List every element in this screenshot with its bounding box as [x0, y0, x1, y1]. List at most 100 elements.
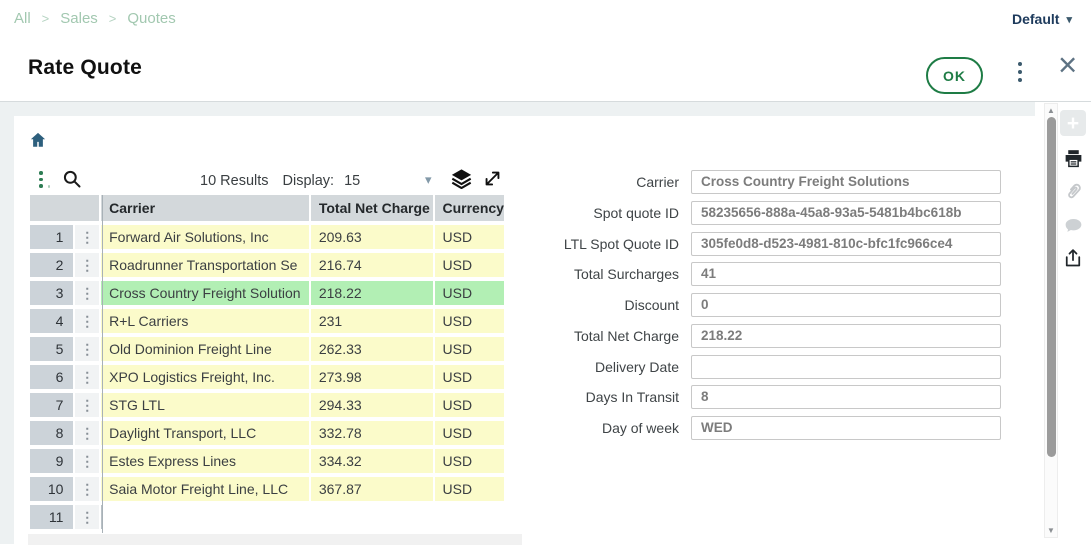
add-button[interactable]: +	[1060, 110, 1086, 136]
currency-cell[interactable]: USD	[434, 477, 504, 501]
total-surcharges-input[interactable]: 41	[691, 262, 1001, 286]
row-menu-button[interactable]: ⋮	[75, 225, 100, 249]
layers-icon[interactable]	[451, 168, 472, 194]
display-count-select[interactable]: 15	[344, 173, 361, 189]
carrier-cell[interactable]: Daylight Transport, LLC	[101, 421, 309, 445]
total-net-charge-cell[interactable]: 273.98	[310, 365, 433, 389]
row-menu-button[interactable]: ⋮	[75, 309, 100, 333]
currency-cell[interactable]: USD	[434, 225, 504, 249]
carrier-cell[interactable]	[101, 505, 309, 529]
currency-cell[interactable]: USD	[434, 365, 504, 389]
carrier-cell[interactable]: STG LTL	[101, 393, 309, 417]
row-menu-button[interactable]: ⋮	[75, 505, 100, 529]
grid-menu-button[interactable]	[37, 171, 50, 188]
scroll-down-icon[interactable]: ▼	[1047, 526, 1055, 535]
breadcrumb-sales[interactable]: Sales	[60, 10, 98, 27]
search-icon[interactable]	[62, 169, 82, 194]
share-upload-icon[interactable]	[1063, 248, 1083, 268]
column-header-currency[interactable]: Currency	[434, 195, 504, 221]
carrier-cell[interactable]: Old Dominion Freight Line	[101, 337, 309, 361]
currency-cell[interactable]: USD	[434, 337, 504, 361]
carrier-cell[interactable]: R+L Carriers	[101, 309, 309, 333]
total-net-charge-input[interactable]: 218.22	[691, 324, 1001, 348]
row-menu-button[interactable]: ⋮	[75, 337, 100, 361]
currency-cell[interactable]: USD	[434, 253, 504, 277]
days-in-transit-input[interactable]: 8	[691, 385, 1001, 409]
column-header-total-net-charge[interactable]: Total Net Charge	[310, 195, 433, 221]
form-field-total-surcharges: Total Surcharges 41	[454, 261, 1014, 287]
row-number-cell[interactable]: 9	[30, 449, 74, 473]
carrier-cell[interactable]: Saia Motor Freight Line, LLC	[101, 477, 309, 501]
row-number-cell[interactable]: 5	[30, 337, 74, 361]
vertical-scrollbar[interactable]: ▲ ▼	[1044, 103, 1058, 538]
close-icon[interactable]: ×	[1058, 46, 1078, 83]
row-menu-button[interactable]: ⋮	[75, 281, 100, 305]
column-header-carrier[interactable]: Carrier	[101, 195, 309, 221]
total-net-charge-cell[interactable]: 216.74	[310, 253, 433, 277]
attachment-paperclip-icon[interactable]	[1062, 181, 1084, 203]
carrier-cell[interactable]: Cross Country Freight Solution	[101, 281, 309, 305]
field-label: Total Surcharges	[573, 266, 679, 282]
row-number-cell[interactable]: 4	[30, 309, 74, 333]
row-number-cell[interactable]: 6	[30, 365, 74, 389]
row-menu-button[interactable]: ⋮	[75, 421, 100, 445]
row-number-cell[interactable]: 1	[30, 225, 74, 249]
breadcrumb-all[interactable]: All	[14, 10, 31, 27]
home-icon[interactable]	[29, 131, 47, 154]
scroll-up-icon[interactable]: ▲	[1047, 106, 1055, 115]
total-net-charge-cell[interactable]: 334.32	[310, 449, 433, 473]
table-row: 3 ⋮ Cross Country Freight Solution 218.2…	[30, 281, 504, 305]
kebab-icon: ⋮	[80, 368, 95, 385]
total-net-charge-cell[interactable]	[311, 505, 433, 529]
fullscreen-expand-icon[interactable]	[483, 169, 502, 193]
kebab-icon: ⋮	[80, 284, 95, 301]
kebab-icon: ⋮	[80, 452, 95, 469]
carrier-cell[interactable]: Roadrunner Transportation Se	[101, 253, 309, 277]
total-net-charge-cell[interactable]: 231	[310, 309, 433, 333]
form-field-discount: Discount 0	[454, 292, 1014, 318]
currency-cell[interactable]: USD	[434, 281, 504, 305]
more-options-button[interactable]	[1015, 62, 1025, 82]
row-menu-button[interactable]: ⋮	[75, 365, 100, 389]
currency-cell[interactable]: USD	[434, 309, 504, 333]
carrier-input[interactable]: Cross Country Freight Solutions	[691, 170, 1001, 194]
row-menu-button[interactable]: ⋮	[75, 393, 100, 417]
scrollbar-thumb[interactable]	[1046, 117, 1056, 457]
row-menu-button[interactable]: ⋮	[75, 477, 100, 501]
print-icon[interactable]	[1063, 148, 1084, 169]
row-number-cell[interactable]: 8	[30, 421, 74, 445]
breadcrumb: All > Sales > Quotes	[14, 10, 176, 27]
currency-cell[interactable]	[435, 505, 505, 529]
ok-button[interactable]: OK	[926, 57, 983, 94]
row-menu-button[interactable]: ⋮	[75, 253, 100, 277]
total-net-charge-cell[interactable]: 218.22	[310, 281, 433, 305]
delivery-date-input[interactable]	[691, 355, 1001, 379]
row-number-cell[interactable]: 2	[30, 253, 74, 277]
comment-bubble-icon[interactable]	[1063, 215, 1084, 236]
carrier-cell[interactable]: Estes Express Lines	[101, 449, 309, 473]
total-net-charge-cell[interactable]: 367.87	[310, 477, 433, 501]
total-net-charge-cell[interactable]: 262.33	[310, 337, 433, 361]
row-menu-button[interactable]: ⋮	[75, 449, 100, 473]
spot-quote-id-input[interactable]: 58235656-888a-45a8-93a5-5481b4bc618b	[691, 201, 1001, 225]
row-number-cell[interactable]: 3	[30, 281, 74, 305]
currency-cell[interactable]: USD	[434, 393, 504, 417]
workspace: 10 Results Display: 15 ▾	[0, 101, 1091, 545]
row-number-cell[interactable]: 7	[30, 393, 74, 417]
day-of-week-input[interactable]: WED	[691, 416, 1001, 440]
total-net-charge-cell[interactable]: 209.63	[310, 225, 433, 249]
chevron-down-icon[interactable]: ▾	[425, 172, 432, 187]
profile-dropdown[interactable]: Default ▾	[1012, 11, 1072, 27]
carrier-cell[interactable]: XPO Logistics Freight, Inc.	[101, 365, 309, 389]
row-number-cell[interactable]: 10	[30, 477, 74, 501]
currency-cell[interactable]: USD	[434, 421, 504, 445]
carrier-cell[interactable]: Forward Air Solutions, Inc	[101, 225, 309, 249]
horizontal-scrollbar[interactable]	[28, 534, 522, 545]
discount-input[interactable]: 0	[691, 293, 1001, 317]
breadcrumb-quotes[interactable]: Quotes	[127, 10, 176, 27]
row-number-cell[interactable]: 11	[30, 505, 74, 529]
currency-cell[interactable]: USD	[434, 449, 504, 473]
total-net-charge-cell[interactable]: 332.78	[310, 421, 433, 445]
ltl-spot-quote-id-input[interactable]: 305fe0d8-d523-4981-810c-bfc1fc966ce4	[691, 232, 1001, 256]
total-net-charge-cell[interactable]: 294.33	[310, 393, 433, 417]
